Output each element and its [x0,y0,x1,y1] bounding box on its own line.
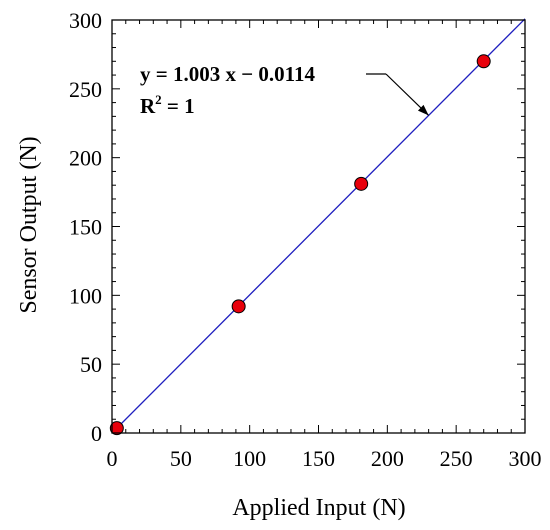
y-tick-label: 250 [69,77,102,102]
minor-ticks [112,20,525,433]
y-tick-label: 0 [91,421,102,446]
data-point [476,54,491,69]
plot-frame [111,19,526,434]
y-tick-label: 300 [69,8,102,33]
y-tick-label: 150 [69,215,102,240]
r-squared: R2 = 1 [140,92,195,118]
x-axis-title: Applied Input (N) [232,495,405,521]
data-points [109,54,491,436]
y-tick-label: 50 [80,352,102,377]
data-point [354,176,369,191]
y-axis-title: Sensor Output (N) [16,136,42,313]
y-tick-label: 200 [69,146,102,171]
fit-equation: y = 1.003 x − 0.0114 [140,62,316,86]
y-tick-labels: 0 50 100 150 200 250 300 [69,8,102,446]
x-tick-labels: 0 50 100 150 200 250 300 [107,446,542,471]
x-tick-label: 50 [170,446,192,471]
x-tick-label: 300 [509,446,542,471]
x-tick-label: 150 [302,446,335,471]
data-point [109,421,124,436]
annotation-arrowhead [417,104,429,116]
x-tick-label: 200 [371,446,404,471]
y-tick-label: 100 [69,283,102,308]
fit-line [111,18,526,434]
data-point [231,299,246,314]
x-tick-label: 0 [107,446,118,471]
x-tick-label: 100 [233,446,266,471]
x-tick-label: 250 [440,446,473,471]
